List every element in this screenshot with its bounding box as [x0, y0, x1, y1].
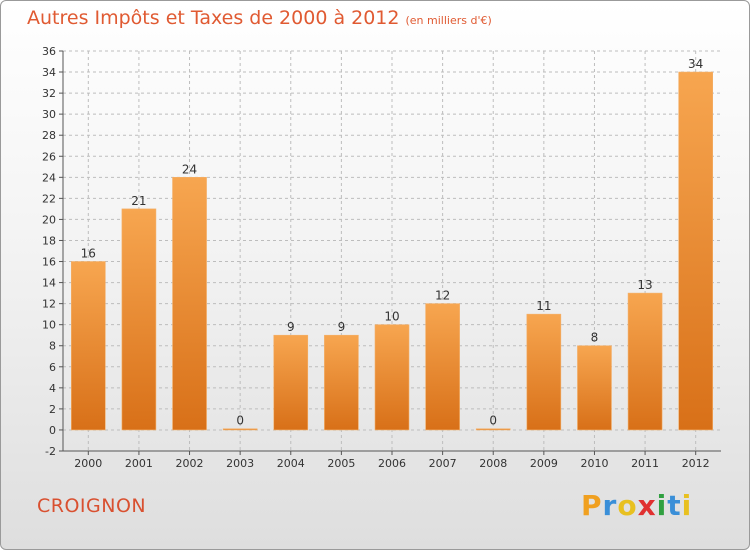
data-label-2011: 13 — [637, 278, 652, 292]
y-tick-label: 6 — [49, 361, 56, 374]
data-label-2001: 21 — [131, 194, 146, 208]
data-label-2009: 11 — [536, 299, 551, 313]
y-tick-label: 14 — [42, 277, 56, 290]
x-tick-label: 2002 — [176, 457, 204, 470]
y-tick-label: 24 — [42, 171, 56, 184]
y-tick-label: 2 — [49, 403, 56, 416]
commune-name: CROIGNON — [37, 495, 147, 517]
chart-title: Autres Impôts et Taxes de 2000 à 2012 (en… — [27, 7, 492, 29]
y-tick-label: 10 — [42, 319, 56, 332]
x-tick-label: 2011 — [631, 457, 659, 470]
bar-2005 — [324, 334, 359, 431]
x-tick-label: 2000 — [74, 457, 102, 470]
y-tick-label: 20 — [42, 213, 56, 226]
data-label-2007: 12 — [435, 289, 450, 303]
data-label-2003: 0 — [236, 414, 244, 428]
y-tick-label: 8 — [49, 340, 56, 353]
logo-letter: r — [602, 489, 618, 522]
proxiti-logo: Proxiti — [581, 489, 692, 522]
x-tick-label: 2012 — [682, 457, 710, 470]
x-tick-label: 2007 — [429, 457, 457, 470]
x-tick-label: 2004 — [277, 457, 305, 470]
data-label-2006: 10 — [384, 310, 399, 324]
bar-2008 — [475, 428, 511, 431]
bar-2012 — [678, 71, 713, 431]
chart-title-text: Autres Impôts et Taxes de 2000 à 2012 — [27, 7, 400, 29]
x-tick-label: 2001 — [125, 457, 153, 470]
bar-2011 — [627, 292, 663, 431]
data-label-2004: 9 — [287, 320, 295, 334]
bar-2010 — [577, 345, 612, 431]
bar-2009 — [526, 313, 562, 431]
x-tick-label: 2003 — [226, 457, 254, 470]
data-label-2010: 8 — [591, 331, 599, 345]
logo-letter: o — [617, 489, 638, 522]
data-label-2005: 9 — [338, 320, 346, 334]
bar-2006 — [374, 324, 410, 431]
x-tick-label: 2009 — [530, 457, 558, 470]
y-tick-label: 18 — [42, 234, 56, 247]
bars — [71, 71, 713, 431]
y-tick-label: 26 — [42, 150, 56, 163]
logo-letter: i — [681, 489, 693, 522]
y-tick-label: 0 — [49, 424, 56, 437]
labels: -202468101214161820222426283032343620001… — [42, 45, 710, 470]
axes — [59, 50, 721, 455]
x-tick-label: 2008 — [479, 457, 507, 470]
logo-letter: P — [581, 489, 603, 522]
logo-letter: i — [656, 489, 668, 522]
x-tick-label: 2006 — [378, 457, 406, 470]
data-label-2012: 34 — [688, 57, 703, 71]
bar-2002 — [172, 177, 207, 431]
bar-2003 — [222, 428, 258, 431]
y-tick-label: -2 — [45, 445, 56, 458]
x-tick-label: 2005 — [327, 457, 355, 470]
y-tick-label: 34 — [42, 66, 56, 79]
y-tick-label: 30 — [42, 108, 56, 121]
x-tick-label: 2010 — [580, 457, 608, 470]
y-tick-label: 4 — [49, 382, 56, 395]
chart-subtitle: (en milliers d'€) — [405, 14, 492, 27]
y-tick-label: 12 — [42, 298, 56, 311]
bar-2004 — [273, 334, 309, 431]
y-tick-label: 32 — [42, 87, 56, 100]
y-tick-label: 28 — [42, 129, 56, 142]
data-label-2000: 16 — [81, 247, 96, 261]
logo-letter: x — [637, 489, 657, 522]
y-tick-label: 36 — [42, 45, 56, 58]
y-tick-label: 22 — [42, 192, 56, 205]
bar-2000 — [71, 261, 106, 431]
data-label-2002: 24 — [182, 162, 197, 176]
logo-letter: t — [667, 489, 682, 522]
bar-2001 — [121, 208, 157, 431]
y-tick-label: 16 — [42, 256, 56, 269]
bar-2007 — [425, 303, 460, 431]
data-label-2008: 0 — [489, 414, 497, 428]
